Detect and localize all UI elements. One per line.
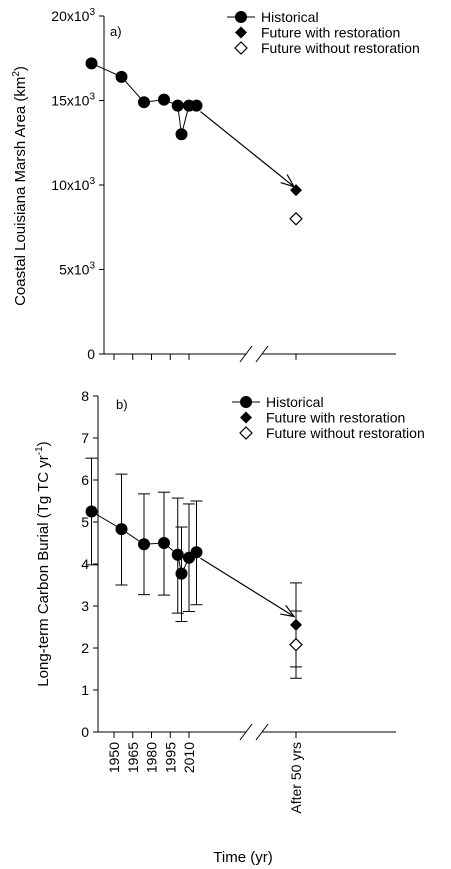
- y-tick-label: 0: [87, 346, 95, 362]
- panel-a-y-axis-title: Coastal Louisiana Marsh Area (km2): [11, 66, 29, 306]
- y-tick-label: 10x103: [51, 176, 95, 193]
- legend-marker: [240, 411, 252, 424]
- historical-point: [171, 99, 184, 112]
- legend-label: Future with restoration: [266, 410, 405, 426]
- historical-point: [175, 128, 188, 141]
- x-tick-label: 1980: [144, 742, 160, 773]
- future-with-restoration-point: [290, 184, 302, 197]
- legend-label: Future with restoration: [261, 25, 400, 41]
- y-tick-label: 6: [81, 472, 89, 488]
- historical-point: [158, 93, 170, 106]
- legend-label: Future without restoration: [261, 40, 420, 56]
- historical-point: [190, 99, 203, 112]
- historical-point: [138, 96, 150, 109]
- legend-marker: [235, 26, 247, 39]
- panel-b-axis-break-mark: [255, 723, 269, 741]
- y-tick-label: 15x103: [51, 92, 95, 109]
- future-without-restoration-point: [289, 211, 303, 226]
- legend-label: Historical: [261, 9, 319, 25]
- panel-a-axis-break-mark: [255, 345, 269, 363]
- future-with-restoration-point: [290, 618, 302, 631]
- y-tick-label: 5x103: [59, 261, 95, 278]
- historical-point: [85, 57, 98, 70]
- y-tick-label: 0: [81, 724, 89, 740]
- historical-point: [175, 567, 188, 580]
- y-tick-label: 1: [81, 682, 89, 698]
- y-tick-label: 20x103: [51, 7, 95, 24]
- y-tick-label: 4: [81, 556, 89, 572]
- historical-point: [190, 546, 203, 559]
- panel-a-axis-break-mark: [239, 345, 253, 363]
- panel-b-y-axis-title: Long-term Carbon Burial (Tg TC yr-1): [34, 441, 52, 686]
- future-without-restoration-point: [289, 637, 303, 652]
- x-tick-label: 2010: [181, 742, 197, 773]
- x-tick-label: 1950: [106, 742, 122, 773]
- historical-point: [171, 548, 184, 561]
- y-tick-label: 3: [81, 598, 89, 614]
- panel-a: a) Coastal Louisiana Marsh Area (km2) 0 5…: [11, 7, 420, 363]
- trend-arrow-head: [280, 604, 296, 618]
- x-tick-label: After 50 yrs: [288, 742, 304, 814]
- x-tick-label: 1995: [162, 742, 178, 773]
- historical-point: [138, 538, 150, 551]
- historical-point: [85, 505, 98, 518]
- legend-marker: [235, 11, 247, 23]
- legend-label: Historical: [266, 394, 324, 410]
- y-tick-label: 8: [81, 388, 89, 404]
- x-tick-label: 1965: [125, 742, 141, 773]
- x-axis-title: Time (yr): [213, 849, 272, 866]
- panel-b-label: b): [116, 397, 128, 412]
- panel-b-axis-break-mark: [239, 723, 253, 741]
- historical-point: [115, 70, 128, 83]
- historical-point: [158, 537, 170, 549]
- legend-marker: [240, 396, 252, 408]
- panel-a-label: a): [110, 24, 122, 39]
- trend-arrow: [200, 557, 295, 618]
- panel-b: b) Long-term Carbon Burial (Tg TC yr-1) …: [34, 388, 425, 866]
- y-tick-label: 2: [81, 640, 89, 656]
- legend-marker: [239, 426, 253, 440]
- historical-point: [115, 523, 128, 536]
- y-tick-label: 7: [81, 430, 89, 446]
- legend-label: Future without restoration: [266, 425, 425, 441]
- trend-arrow: [200, 111, 295, 188]
- y-tick-label: 5: [81, 514, 89, 530]
- legend-marker: [234, 41, 248, 55]
